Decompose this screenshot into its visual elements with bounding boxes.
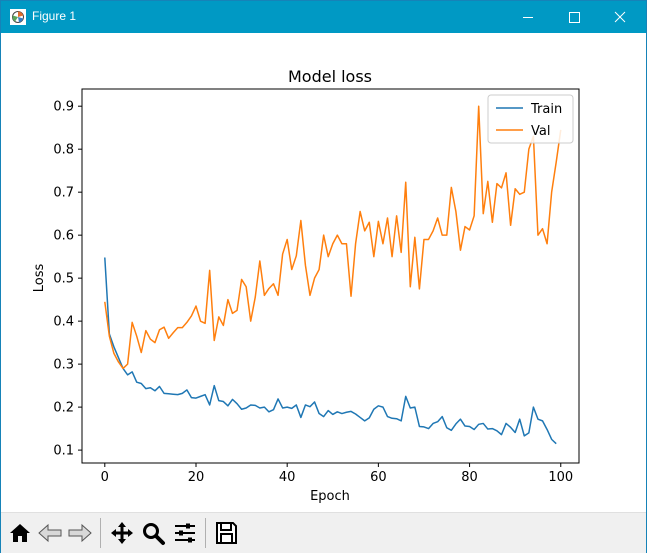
- x-tick-label: 100: [548, 470, 573, 485]
- y-tick-label: 0.9: [53, 100, 74, 115]
- title-bar[interactable]: Figure 1: [1, 1, 646, 33]
- x-ticks: 0 20 40 60 80 100: [101, 463, 573, 485]
- close-button[interactable]: [597, 1, 643, 33]
- close-icon: [614, 11, 626, 23]
- save-icon: [216, 522, 237, 544]
- matplotlib-app-icon: [10, 9, 26, 25]
- navigation-toolbar: [1, 512, 646, 553]
- pan-button[interactable]: [108, 519, 136, 547]
- forward-button[interactable]: [66, 519, 94, 547]
- zoom-icon: [143, 523, 165, 545]
- y-tick-label: 0.7: [53, 186, 74, 201]
- maximize-button[interactable]: [551, 1, 597, 33]
- legend-val-label: Val: [531, 124, 550, 139]
- y-tick-label: 0.4: [53, 315, 74, 330]
- y-tick-label: 0.5: [53, 272, 74, 287]
- pan-icon: [111, 522, 133, 544]
- y-axis-label: Loss: [32, 264, 47, 293]
- x-tick-label: 40: [279, 470, 296, 485]
- y-ticks: 0.1 0.2 0.3 0.4 0.5 0.6 0.7 0.8 0.9: [53, 100, 82, 459]
- series-line-val: [104, 105, 562, 370]
- zoom-button[interactable]: [139, 519, 167, 547]
- figure-canvas[interactable]: Model loss Epoch Loss 0 20 40 60 80 100 0.1 0.…: [1, 33, 646, 512]
- home-button[interactable]: [6, 519, 34, 547]
- back-button[interactable]: [36, 519, 64, 547]
- y-tick-label: 0.1: [53, 444, 74, 459]
- chart-title: Model loss: [288, 67, 372, 86]
- legend-train-label: Train: [530, 102, 562, 117]
- maximize-icon: [569, 12, 580, 23]
- forward-arrow-icon: [68, 523, 92, 543]
- minimize-icon: [523, 17, 533, 18]
- y-tick-label: 0.2: [53, 401, 74, 416]
- series-layer: [104, 105, 562, 445]
- toolbar-separator: [100, 518, 101, 548]
- back-arrow-icon: [38, 523, 62, 543]
- y-tick-label: 0.3: [53, 358, 74, 373]
- x-tick-label: 80: [461, 470, 478, 485]
- window-title: Figure 1: [32, 9, 77, 23]
- x-axis-label: Epoch: [310, 489, 350, 504]
- x-tick-label: 20: [188, 470, 205, 485]
- x-tick-label: 60: [370, 470, 387, 485]
- configure-subplots-button[interactable]: [171, 519, 199, 547]
- home-icon: [10, 524, 30, 542]
- loss-chart: Model loss Epoch Loss 0 20 40 60 80 100 0.10.…: [32, 67, 580, 504]
- x-tick-label: 0: [101, 470, 109, 485]
- toolbar-separator: [205, 518, 206, 548]
- configure-subplots-icon: [175, 523, 195, 543]
- legend-box: [487, 94, 574, 144]
- axes-frame: [81, 88, 580, 464]
- legend: Train Val: [487, 94, 574, 144]
- save-button[interactable]: [212, 519, 240, 547]
- minimize-button[interactable]: [505, 1, 551, 33]
- y-tick-label: 0.6: [53, 229, 74, 244]
- series-line-train: [104, 257, 557, 445]
- y-tick-label: 0.8: [53, 143, 74, 158]
